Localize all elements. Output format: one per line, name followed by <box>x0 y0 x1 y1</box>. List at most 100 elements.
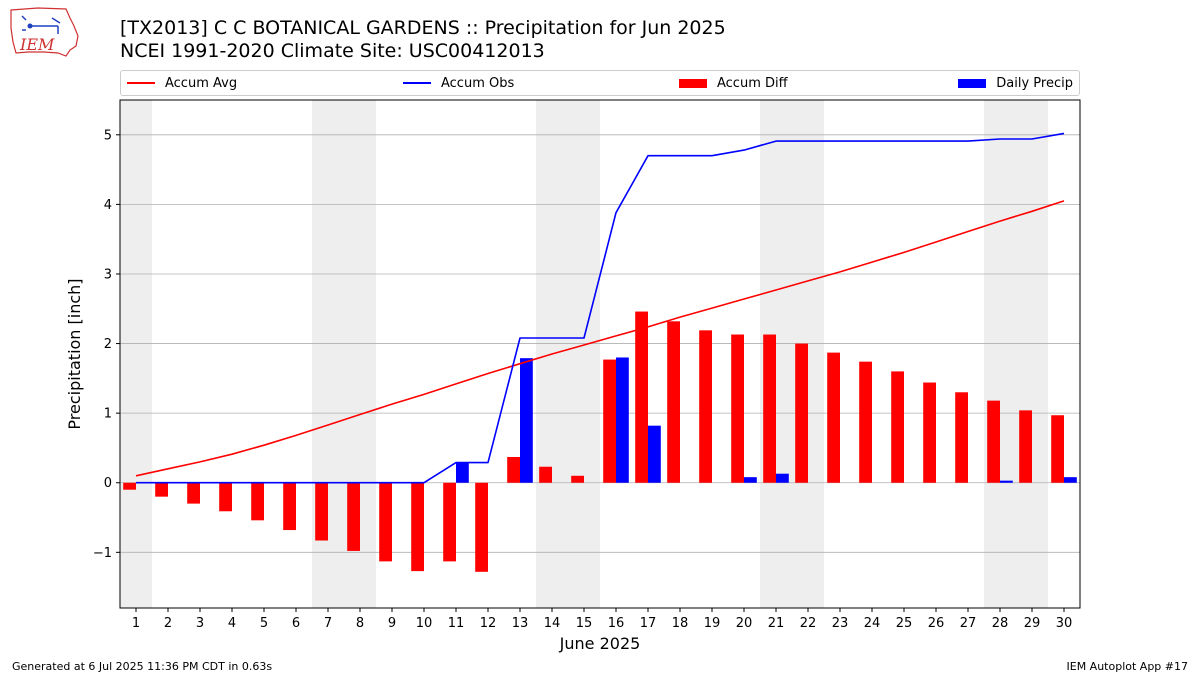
legend-label-accum-diff: Accum Diff <box>717 75 788 91</box>
accum-diff-bar <box>443 482 456 562</box>
chart-title: [TX2013] C C BOTANICAL GARDENS :: Precip… <box>120 17 726 39</box>
weekend-shade-29 <box>1016 100 1048 608</box>
x-tick-label: 13 <box>512 616 529 631</box>
chart-subtitle: NCEI 1991-2020 Climate Site: USC00412013 <box>120 40 545 62</box>
daily-precip-bar <box>1064 477 1077 483</box>
y-axis-label: Precipitation [inch] <box>65 278 84 429</box>
x-tick-label: 30 <box>1056 616 1073 631</box>
accum-diff-bar <box>219 482 232 512</box>
legend-item-accum-diff: Accum Diff <box>679 71 788 95</box>
accum-diff-bar <box>251 482 264 521</box>
x-tick-label: 2 <box>164 616 172 631</box>
daily-precip-bar <box>616 357 629 483</box>
x-tick-label: 24 <box>864 616 881 631</box>
footer-app-label: IEM Autoplot App #17 <box>1066 660 1189 673</box>
accum-diff-bar <box>155 482 168 497</box>
accum-diff-bar <box>539 466 552 483</box>
x-tick-label: 28 <box>992 616 1009 631</box>
x-tick-label: 23 <box>832 616 849 631</box>
accum-diff-bar <box>731 334 744 483</box>
daily-precip-bar <box>1000 480 1013 483</box>
accum-diff-bar <box>1051 415 1064 483</box>
x-tick-label: 9 <box>388 616 396 631</box>
accum-diff-bar <box>923 382 936 483</box>
x-tick-label: 19 <box>704 616 721 631</box>
daily-precip-bar <box>456 462 469 483</box>
accum-diff-bar <box>827 352 840 483</box>
accum-diff-bar <box>475 482 488 572</box>
x-tick-label: 1 <box>132 616 140 631</box>
legend-label-accum-obs: Accum Obs <box>441 75 515 91</box>
x-tick-label: 29 <box>1024 616 1041 631</box>
legend-swatch-accum-diff <box>679 78 707 88</box>
x-tick-label: 11 <box>448 616 465 631</box>
x-tick-label: 12 <box>480 616 497 631</box>
accum-diff-bar <box>187 482 200 504</box>
legend-label-daily-precip: Daily Precip <box>996 75 1073 91</box>
daily-precip-bar <box>744 477 757 483</box>
weekend-shade-15 <box>568 100 600 608</box>
legend-item-daily-precip: Daily Precip <box>958 71 1073 95</box>
x-tick-label: 7 <box>324 616 332 631</box>
y-tick-label: 2 <box>104 337 112 352</box>
legend: Accum Avg Accum Obs Accum Diff Daily Pre… <box>120 70 1080 96</box>
x-tick-label: 18 <box>672 616 689 631</box>
x-tick-label: 5 <box>260 616 268 631</box>
x-tick-label: 21 <box>768 616 785 631</box>
accum-diff-bar <box>955 392 968 483</box>
legend-swatch-accum-obs <box>403 82 431 84</box>
accum-obs-line <box>136 132 1065 484</box>
x-tick-label: 14 <box>544 616 561 631</box>
accum-diff-bar <box>763 334 776 483</box>
accum-diff-bar <box>603 359 616 483</box>
footer-generated-text: Generated at 6 Jul 2025 11:36 PM CDT in … <box>12 660 273 673</box>
x-tick-label: 6 <box>292 616 300 631</box>
accum-diff-bar <box>315 482 328 541</box>
accum-diff-bar <box>379 482 392 562</box>
accum-diff-bar <box>667 321 680 483</box>
x-tick-label: 10 <box>416 616 433 631</box>
x-tick-label: 16 <box>608 616 625 631</box>
accum-diff-bar <box>891 371 904 483</box>
accum-diff-bar <box>571 475 584 483</box>
daily-precip-bar <box>648 425 661 483</box>
iem-logo: IEM <box>8 6 80 62</box>
accum-avg-line <box>135 200 1065 477</box>
x-tick-label: 8 <box>356 616 364 631</box>
x-tick-label: 17 <box>640 616 657 631</box>
y-tick-label: −1 <box>93 546 112 561</box>
accum-diff-bar <box>411 482 424 572</box>
legend-item-accum-avg: Accum Avg <box>127 71 237 95</box>
weekend-shade-28 <box>984 100 1016 608</box>
accum-diff-bar <box>283 482 296 531</box>
accum-diff-bar <box>123 482 136 490</box>
x-tick-label: 26 <box>928 616 945 631</box>
accum-diff-bar <box>1019 410 1032 483</box>
accum-diff-bar <box>507 456 520 483</box>
y-tick-label: 0 <box>104 476 112 491</box>
daily-precip-bar <box>776 473 789 483</box>
legend-item-accum-obs: Accum Obs <box>403 71 514 95</box>
x-tick-label: 4 <box>228 616 236 631</box>
y-tick-label: 4 <box>104 198 112 213</box>
legend-swatch-accum-avg <box>127 82 155 84</box>
accum-diff-bar <box>635 311 648 483</box>
y-tick-label: 3 <box>104 267 112 282</box>
y-tick-label: 1 <box>104 407 112 422</box>
accum-diff-bar <box>987 400 1000 483</box>
y-tick-label: 5 <box>104 128 112 143</box>
x-tick-label: 20 <box>736 616 753 631</box>
x-tick-label: 15 <box>576 616 593 631</box>
plot-frame <box>119 99 1081 609</box>
legend-swatch-daily-precip <box>958 78 987 88</box>
x-tick-label: 27 <box>960 616 977 631</box>
legend-label-accum-avg: Accum Avg <box>165 75 238 91</box>
x-tick-label: 22 <box>800 616 817 631</box>
x-tick-label: 25 <box>896 616 913 631</box>
daily-precip-bar <box>520 358 533 483</box>
accum-diff-bar <box>347 482 360 551</box>
accum-diff-bar <box>859 361 872 483</box>
x-axis-label: June 2025 <box>559 634 641 653</box>
logo-text: IEM <box>19 35 55 54</box>
